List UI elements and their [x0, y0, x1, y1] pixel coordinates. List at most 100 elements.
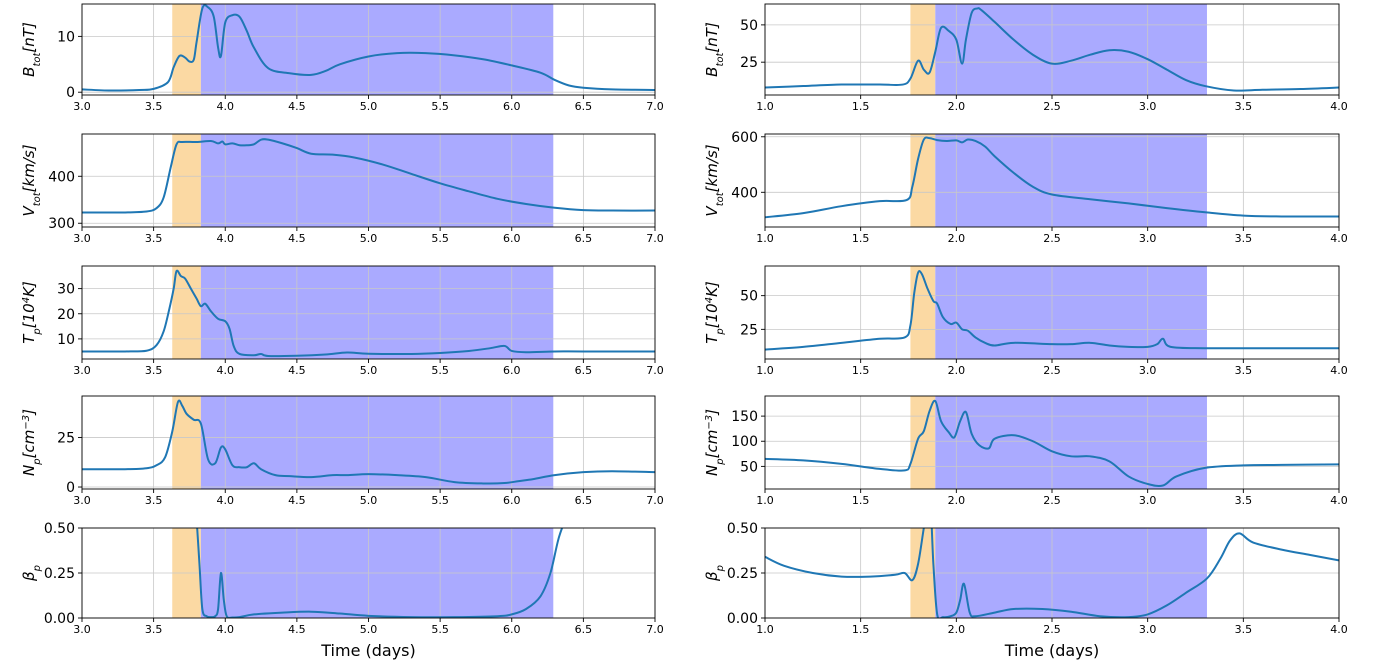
x-tick-label: 6.5 [575, 364, 593, 377]
x-tick-label: 2.0 [948, 364, 966, 377]
y-tick-label: 25 [740, 322, 758, 338]
y-tick-label: 0.25 [44, 566, 75, 582]
x-tick-label: 6.5 [575, 100, 593, 113]
x-tick-label: 2.0 [948, 100, 966, 113]
x-tick-label: 3.0 [73, 232, 91, 245]
y-tick-label: 25 [740, 55, 758, 71]
panel-right-np: 1.0 1.5 2.0 2.5 3.0 3.5 4.0 50 100 150 Np[cm−3] [703, 395, 1348, 507]
series-line [82, 4, 655, 92]
x-tick-label: 2.0 [948, 494, 966, 507]
panel-left-vtot: 3.0 3.5 4.0 4.5 5.0 5.5 6.0 6.5 7.0 300 400 Vtot[km… [20, 133, 664, 245]
x-tick-label: 6.0 [503, 100, 521, 113]
x-tick-label: 7.0 [646, 494, 664, 507]
y-tick-label: 0.00 [44, 611, 75, 627]
y-tick-label: 150 [731, 409, 758, 425]
x-tick-label: 5.5 [431, 623, 449, 636]
y-tick-label: 600 [731, 130, 758, 146]
y-tick-label: 50 [740, 18, 758, 34]
x-tick-label: 4.0 [1330, 100, 1348, 113]
x-tick-label: 3.5 [1235, 364, 1253, 377]
x-axis-title: Time (days) [320, 641, 416, 660]
x-tick-label: 6.0 [503, 623, 521, 636]
x-tick-label: 2.5 [1043, 623, 1061, 636]
x-tick-label: 1.0 [756, 623, 774, 636]
x-tick-label: 7.0 [646, 364, 664, 377]
x-tick-label: 2.0 [948, 232, 966, 245]
series-line [82, 269, 655, 358]
x-tick-label: 6.5 [575, 494, 593, 507]
panel-left-btot: 3.0 3.5 4.0 4.5 5.0 5.5 6.0 6.5 7.0 0 10 Btot[nT] [20, 3, 664, 113]
series-line [765, 136, 1339, 219]
x-tick-label: 5.0 [360, 100, 378, 113]
y-axis-title: Np[cm−3] [703, 409, 726, 476]
y-tick-label: 0 [66, 480, 75, 496]
y-tick-label: 300 [48, 216, 75, 232]
x-tick-label: 3.0 [1139, 100, 1157, 113]
x-tick-label: 3.5 [145, 232, 163, 245]
series-line [765, 528, 1339, 618]
x-tick-label: 1.5 [852, 494, 870, 507]
x-tick-label: 1.0 [756, 100, 774, 113]
x-tick-label: 3.0 [73, 494, 91, 507]
cloud-region [935, 4, 1207, 95]
x-tick-label: 3.5 [145, 100, 163, 113]
x-tick-label: 6.0 [503, 232, 521, 245]
y-tick-label: 50 [740, 459, 758, 475]
panel-right-tp: 1.0 1.5 2.0 2.5 3.0 3.5 4.0 25 50 Tp[104K] [703, 265, 1348, 377]
x-tick-label: 2.5 [1043, 232, 1061, 245]
y-tick-label: 400 [48, 169, 75, 185]
x-tick-label: 4.0 [217, 623, 235, 636]
x-tick-label: 3.0 [1139, 623, 1157, 636]
x-tick-label: 4.0 [217, 494, 235, 507]
x-tick-label: 3.5 [145, 623, 163, 636]
sheath-region [172, 134, 201, 227]
x-tick-label: 5.5 [431, 100, 449, 113]
x-tick-label: 2.0 [948, 623, 966, 636]
x-tick-label: 1.0 [756, 364, 774, 377]
panel-right-vtot: 1.0 1.5 2.0 2.5 3.0 3.5 4.0 400 600 Vtot[km/s] [703, 130, 1348, 245]
x-tick-label: 6.0 [503, 494, 521, 507]
x-tick-label: 2.5 [1043, 100, 1061, 113]
x-tick-label: 4.0 [1330, 232, 1348, 245]
x-tick-label: 6.0 [503, 364, 521, 377]
sheath-region [910, 266, 936, 359]
x-tick-label: 5.5 [431, 494, 449, 507]
x-tick-label: 1.0 [756, 494, 774, 507]
x-tick-label: 1.5 [852, 100, 870, 113]
x-axis-title: Time (days) [1004, 641, 1100, 660]
panel-left-np: 3.0 3.5 4.0 4.5 5.0 5.5 6.0 6.5 7.0 0 25 Np[cm−3] [20, 395, 664, 507]
x-tick-label: 3.0 [73, 623, 91, 636]
x-tick-label: 1.0 [756, 232, 774, 245]
x-tick-label: 1.5 [852, 364, 870, 377]
sheath-region [172, 4, 201, 95]
y-tick-label: 0 [66, 85, 75, 101]
y-tick-label: 0.50 [727, 521, 758, 537]
panel-left-beta: 3.0 3.5 4.0 4.5 5.0 5.5 6.0 6.5 7.0 0.00 0.25 0.50 β… [20, 521, 664, 660]
y-axis-title: Tp[104K] [703, 281, 726, 344]
x-tick-label: 4.5 [288, 232, 306, 245]
x-tick-label: 6.5 [575, 623, 593, 636]
x-tick-label: 3.0 [1139, 364, 1157, 377]
x-tick-label: 5.0 [360, 232, 378, 245]
x-tick-label: 4.0 [1330, 364, 1348, 377]
x-tick-label: 4.5 [288, 494, 306, 507]
x-tick-label: 3.5 [145, 494, 163, 507]
y-axis-title: βp [703, 565, 726, 582]
x-tick-label: 5.0 [360, 494, 378, 507]
x-tick-label: 3.5 [145, 364, 163, 377]
y-tick-label: 20 [57, 307, 75, 323]
x-tick-label: 3.5 [1235, 232, 1253, 245]
y-tick-label: 50 [740, 289, 758, 305]
x-tick-label: 3.5 [1235, 100, 1253, 113]
sheath-region [910, 4, 936, 95]
cloud-region [200, 4, 554, 95]
x-tick-label: 7.0 [646, 100, 664, 113]
y-axis-title: βp [20, 565, 43, 582]
x-tick-label: 6.5 [575, 232, 593, 245]
sheath-region [910, 396, 936, 489]
y-tick-label: 400 [731, 185, 758, 201]
y-tick-label: 10 [57, 332, 75, 348]
series-line [765, 399, 1339, 487]
x-tick-label: 7.0 [646, 232, 664, 245]
x-tick-label: 3.5 [1235, 494, 1253, 507]
